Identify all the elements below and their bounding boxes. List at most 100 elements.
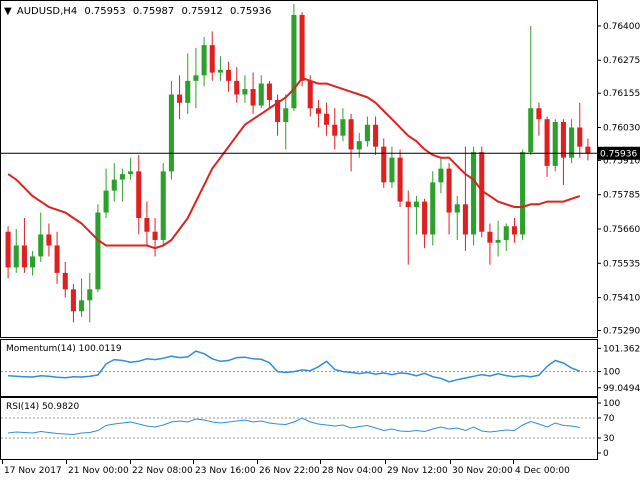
candle-body <box>299 14 305 81</box>
candle-body <box>209 45 215 73</box>
open-value: 0.75953 <box>84 6 125 17</box>
momentum-tick-label: 100 <box>603 368 620 378</box>
momentum-axis: 101.3627 100 99.0494 <box>597 344 640 394</box>
candle-body <box>79 300 85 312</box>
candle-body <box>54 245 60 273</box>
price-panel-frame <box>0 0 598 338</box>
time-tick-label: 4 Dec 00:00 <box>515 466 570 476</box>
candle-body <box>389 157 395 183</box>
candle-body <box>536 108 542 120</box>
rsi-axis: 100 70 30 0 <box>597 399 620 459</box>
candle-body <box>283 108 289 122</box>
candle-body <box>103 190 109 213</box>
candle-body <box>258 83 264 106</box>
time-tick-label: 28 Nov 04:00 <box>322 466 383 476</box>
candle-body <box>356 141 362 150</box>
price-tick-label: 0.75535 <box>603 259 640 269</box>
rsi-panel-frame <box>0 397 598 460</box>
candle-body <box>266 83 272 101</box>
time-tick-label: 17 Nov 2017 <box>4 466 62 476</box>
candlestick-series <box>5 4 591 323</box>
candle-body <box>226 69 232 81</box>
candle-body <box>528 108 534 153</box>
momentum-panel-frame <box>0 339 598 397</box>
candle-body <box>250 89 256 106</box>
candle-body <box>5 231 11 268</box>
candle-body <box>479 152 485 232</box>
moving-average-series <box>7 76 581 250</box>
candle-body <box>413 201 419 208</box>
candle-body <box>201 45 207 76</box>
time-tick-label: 23 Nov 16:00 <box>195 466 256 476</box>
current-price-label: 0.75936 <box>600 149 637 159</box>
rsi-label: RSI(14) 50.9820 <box>6 402 79 412</box>
price-tick-label: 0.76030 <box>603 123 640 133</box>
candle-body <box>585 146 591 154</box>
candle-body <box>487 231 493 243</box>
close-value: 0.75936 <box>230 6 271 17</box>
time-tick-label: 22 Nov 08:00 <box>132 466 193 476</box>
candle-body <box>577 127 583 147</box>
candle-body <box>430 182 436 235</box>
candle-body <box>38 234 44 257</box>
rsi-level-lines <box>1 417 597 439</box>
candle-body <box>185 80 191 103</box>
low-value: 0.75912 <box>181 6 222 17</box>
price-tick-label: 0.75910 <box>603 156 640 166</box>
candle-body <box>569 127 575 158</box>
candle-body <box>446 168 452 213</box>
candle-body <box>95 212 101 290</box>
momentum-line <box>8 350 581 383</box>
price-tick-label: 0.76155 <box>603 89 640 99</box>
candle-body <box>234 80 240 95</box>
candle-body <box>405 201 411 208</box>
candle-body <box>471 152 477 235</box>
rsi-tick-label: 0 <box>603 449 609 459</box>
price-tick-label: 0.76275 <box>603 56 640 66</box>
moving-average-line <box>7 76 581 250</box>
candle-body <box>62 272 68 290</box>
candle-body <box>275 100 281 122</box>
candle-body <box>111 179 117 191</box>
time-tick-label: 26 Nov 22:00 <box>259 466 320 476</box>
price-tick-label: 0.76400 <box>603 22 640 32</box>
candle-body <box>462 204 468 235</box>
rsi-tick-label: 70 <box>603 414 615 424</box>
candle-body <box>520 152 526 235</box>
time-tick-label: 30 Nov 20:00 <box>452 466 513 476</box>
candle-body <box>324 113 330 125</box>
candle-body <box>136 171 142 219</box>
candle-body <box>315 108 321 114</box>
candle-body <box>495 239 501 243</box>
rsi-tick-label: 100 <box>603 399 620 409</box>
candle-body <box>560 121 566 158</box>
rsi-tick-label: 30 <box>603 434 615 444</box>
momentum-tick-label: 101.3627 <box>603 344 640 354</box>
symbol-label: AUDUSD,H4 <box>17 6 77 17</box>
candle-body <box>128 171 134 175</box>
candle-body <box>46 234 52 246</box>
momentum-tick-label: 99.0494 <box>603 384 640 394</box>
candle-body <box>544 119 550 166</box>
time-tick-label: 21 Nov 00:00 <box>68 466 129 476</box>
candle-body <box>13 245 19 268</box>
price-tick-label: 0.75660 <box>603 225 640 235</box>
candle-body <box>152 231 158 240</box>
candle-body <box>397 157 403 202</box>
candle-body <box>291 14 297 109</box>
candle-body <box>340 119 346 136</box>
candle-body <box>373 124 379 147</box>
candle-body <box>332 124 338 136</box>
rsi-line <box>8 417 580 436</box>
high-value: 0.75987 <box>133 6 174 17</box>
candle-body <box>168 94 174 172</box>
time-axis: 17 Nov 2017 21 Nov 00:00 22 Nov 08:00 23 No… <box>2 460 570 476</box>
candle-body <box>177 94 183 103</box>
momentum-label: Momentum(14) 100.0119 <box>6 344 122 354</box>
candle-body <box>364 124 370 142</box>
current-price-box <box>598 146 640 160</box>
candle-body <box>511 226 517 235</box>
candle-body <box>242 89 248 95</box>
price-axis: 0.76400 0.76275 0.76155 0.76030 0.75910 0.757… <box>597 22 640 337</box>
